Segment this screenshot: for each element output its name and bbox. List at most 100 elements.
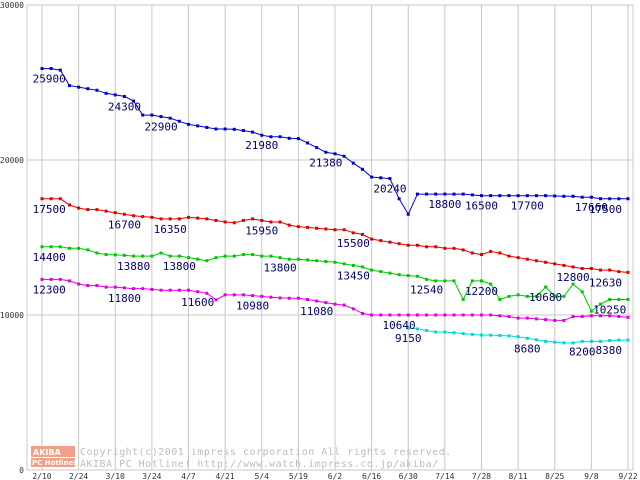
data-point [159, 217, 163, 221]
data-point [626, 338, 630, 342]
data-point [306, 258, 310, 262]
data-point [296, 137, 300, 141]
data-point [67, 84, 71, 88]
data-point [608, 298, 612, 301]
data-point [360, 167, 364, 171]
x-tick-label: 6/2 [328, 472, 343, 480]
data-point [406, 313, 410, 317]
data-label: 11800 [108, 292, 141, 305]
data-point [278, 256, 282, 260]
data-point [516, 293, 520, 297]
data-point [617, 315, 621, 319]
data-point [534, 338, 538, 342]
x-tick-label: 6/16 [362, 472, 381, 480]
x-tick-label: 8/11 [508, 472, 527, 480]
x-axis: 2/10 2/24 3/10 3/24 4/7 4/21 5/4 5/19 6/2 6/16 6/3… [32, 472, 637, 480]
data-point [86, 248, 90, 252]
data-point [608, 314, 612, 318]
data-point [452, 246, 456, 250]
data-point [122, 94, 126, 98]
data-point [177, 254, 181, 258]
data-point [187, 122, 190, 126]
data-point [150, 254, 154, 258]
data-point [589, 314, 593, 318]
data-point [150, 287, 154, 291]
y-tick-label: 10000 [0, 311, 24, 320]
data-point [241, 218, 245, 222]
data-point [324, 260, 328, 264]
data-label: 14400 [33, 251, 66, 264]
data-label: 11080 [300, 305, 333, 318]
data-label: 22900 [144, 121, 177, 134]
data-point [507, 194, 511, 198]
data-point [507, 334, 511, 338]
data-label: 17660 [575, 201, 608, 214]
data-point [67, 246, 71, 250]
data-point [470, 279, 474, 283]
data-point [342, 303, 346, 307]
data-point [49, 245, 53, 249]
data-label: 10250 [593, 304, 626, 317]
data-label: 10980 [236, 300, 269, 313]
data-point [113, 211, 117, 215]
data-point [443, 313, 447, 317]
data-point [406, 274, 410, 278]
data-point [617, 338, 621, 342]
data-point [599, 302, 603, 306]
data-point [617, 197, 621, 201]
data-point [498, 298, 502, 301]
data-point [580, 195, 584, 199]
data-point [40, 197, 44, 201]
data-point [168, 288, 172, 292]
data-point [251, 294, 255, 298]
data-point [315, 226, 319, 230]
x-tick-label: 8/25 [545, 472, 564, 480]
data-point [617, 298, 621, 301]
data-point [141, 113, 145, 117]
data-point [489, 333, 493, 337]
data-point [434, 313, 438, 317]
data-point [333, 228, 337, 232]
data-point [534, 194, 538, 198]
data-point [571, 315, 575, 319]
x-tick-label: 3/24 [142, 472, 161, 480]
data-point [49, 197, 53, 201]
data-point [480, 333, 483, 337]
data-point [562, 263, 566, 267]
data-point [104, 253, 108, 257]
data-point [360, 311, 364, 315]
data-label: 16500 [465, 200, 498, 213]
data-point [104, 209, 108, 213]
data-point [113, 93, 117, 97]
data-point [251, 253, 255, 257]
data-point [287, 296, 291, 300]
data-point [260, 218, 264, 222]
data-point [544, 194, 548, 198]
data-label: 15500 [337, 237, 370, 250]
data-point [150, 113, 154, 117]
data-point [443, 192, 447, 196]
data-point [324, 301, 328, 305]
data-point [205, 259, 209, 263]
data-point [260, 133, 264, 137]
data-point [278, 296, 282, 300]
data-point [534, 294, 538, 298]
chart-grid [26, 4, 634, 471]
data-point [168, 217, 172, 221]
data-point [40, 277, 44, 281]
data-point [498, 314, 502, 318]
x-tick-label: 2/10 [32, 472, 51, 480]
data-point [177, 288, 181, 292]
data-point [122, 286, 126, 290]
data-point [278, 220, 282, 224]
data-point [214, 298, 218, 302]
data-point [415, 327, 419, 331]
data-point [525, 257, 529, 261]
data-point [626, 197, 630, 201]
data-point [287, 136, 291, 140]
data-point [553, 340, 557, 344]
data-point [296, 257, 300, 261]
copyright-watermark: AKIBA PC Hotline! Copyright(c)2001 impre… [31, 446, 451, 470]
data-point [580, 267, 584, 270]
akiba-logo-bottom [31, 458, 75, 467]
